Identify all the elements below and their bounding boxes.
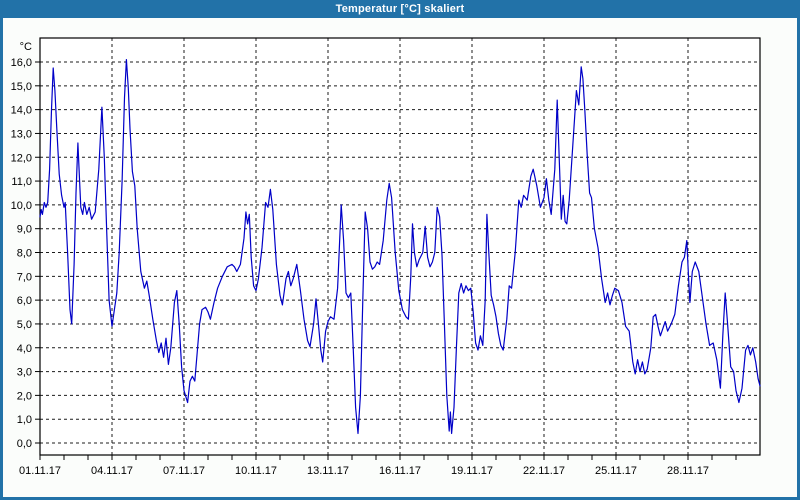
x-tick-label: 01.11.17 bbox=[19, 465, 61, 477]
y-axis-unit-label: °C bbox=[20, 41, 32, 53]
x-tick-label: 04.11.17 bbox=[91, 465, 133, 477]
window-title-bar: Temperatur [°C] skaliert bbox=[0, 0, 800, 18]
temperature-series-line bbox=[39, 58, 761, 435]
y-tick-label: 13,0 bbox=[11, 128, 32, 140]
y-tick-label: 11,0 bbox=[11, 176, 32, 188]
y-tick-label: 7,0 bbox=[17, 271, 32, 283]
x-tick-label: 28.11.17 bbox=[667, 465, 709, 477]
plot-area[interactable] bbox=[40, 38, 760, 455]
y-tick-label: 2,0 bbox=[17, 390, 32, 402]
y-tick-label: 6,0 bbox=[17, 295, 32, 307]
x-tick-label: 19.11.17 bbox=[451, 465, 493, 477]
y-tick-label: 1,0 bbox=[17, 414, 32, 426]
x-tick-label: 25.11.17 bbox=[595, 465, 637, 477]
y-tick-label: 5,0 bbox=[17, 319, 32, 331]
x-tick-label: 13.11.17 bbox=[307, 465, 349, 477]
x-tick-label: 10.11.17 bbox=[235, 465, 277, 477]
x-tick-label: 07.11.17 bbox=[163, 465, 205, 477]
y-tick-label: 10,0 bbox=[11, 200, 32, 212]
y-tick-label: 12,0 bbox=[11, 152, 32, 164]
y-tick-label: 3,0 bbox=[17, 367, 32, 379]
x-tick-label: 22.11.17 bbox=[523, 465, 565, 477]
y-tick-label: 16,0 bbox=[11, 57, 32, 69]
x-tick-label: 16.11.17 bbox=[379, 465, 421, 477]
y-tick-label: 8,0 bbox=[17, 248, 32, 260]
y-tick-label: 0,0 bbox=[17, 438, 32, 450]
chart-title: Temperatur [°C] skaliert bbox=[335, 3, 465, 15]
y-tick-label: 4,0 bbox=[17, 343, 32, 355]
y-tick-label: 15,0 bbox=[11, 81, 32, 93]
y-tick-label: 14,0 bbox=[11, 105, 32, 117]
y-tick-label: 9,0 bbox=[17, 224, 32, 236]
